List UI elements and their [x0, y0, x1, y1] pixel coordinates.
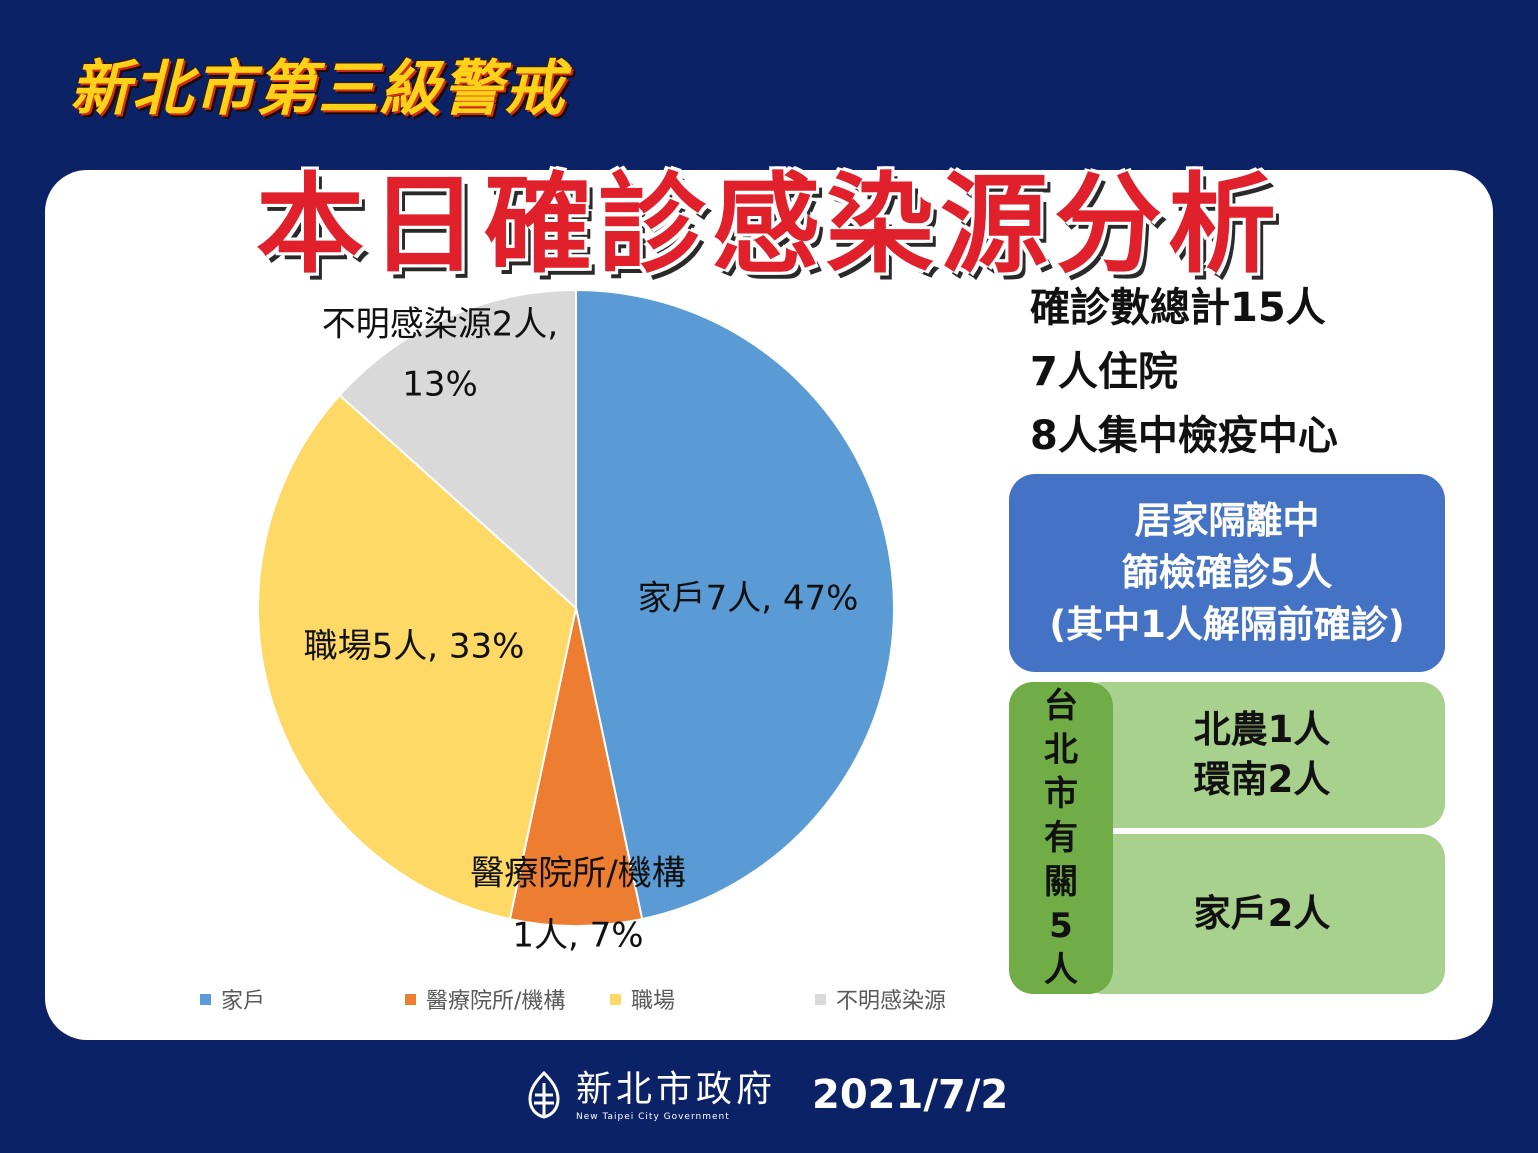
pie-slice-2 — [508, 607, 644, 927]
home-isolation-box: 居家隔離中 篩檢確診5人 (其中1人解隔前確診) — [1009, 474, 1445, 672]
taipei-market-box: 北農1人 環南2人 — [1079, 682, 1445, 828]
side-char: 關 — [1044, 862, 1078, 902]
legend-swatch — [610, 993, 621, 1005]
taipei-side-label: 台 北 市 有 關 5 人 — [1009, 682, 1113, 994]
legend-item: 醫療院所/機構 — [405, 983, 610, 1015]
legend-swatch — [405, 993, 416, 1005]
summary-line-quarantine: 8人集中檢疫中心 — [1030, 413, 1338, 459]
pie-slice-3 — [257, 393, 578, 921]
legend-swatch — [200, 993, 211, 1005]
pie-data-label: 1人, 7% — [512, 916, 643, 956]
legend-swatch — [815, 993, 826, 1005]
home-isolation-line: (其中1人解隔前確診) — [1049, 603, 1405, 646]
pie-data-label: 職場5人, 33% — [304, 627, 525, 667]
taipei-household-line: 家戶2人 — [1193, 892, 1331, 935]
taipei-household-box: 家戶2人 — [1079, 834, 1445, 994]
taipei-market-line: 環南2人 — [1193, 758, 1331, 801]
taipei-market-line: 北農1人 — [1193, 708, 1331, 751]
legend-label: 醫療院所/機構 — [426, 989, 566, 1014]
side-char: 台 — [1044, 686, 1078, 726]
pie-data-label: 家戶7人, 47% — [638, 579, 859, 619]
home-isolation-line: 篩檢確診5人 — [1121, 551, 1333, 594]
pie-data-label: 醫療院所/機構 — [470, 854, 685, 894]
org-name-cn: 新北市政府 — [576, 1069, 777, 1110]
summary-line-total: 確診數總計15人 — [1030, 285, 1326, 331]
legend-label: 家戶 — [221, 989, 266, 1014]
pie-data-label: 不明感染源2人, — [322, 305, 558, 345]
summary-panel: 確診數總計15人 7人住院 8人集中檢疫中心 — [1030, 276, 1338, 468]
page-title: 本日確診感染源分析 — [255, 163, 1282, 288]
city-logo-icon — [528, 1070, 560, 1119]
side-char: 人 — [1044, 950, 1078, 990]
legend-label: 不明感染源 — [836, 989, 947, 1014]
side-char: 市 — [1044, 774, 1078, 814]
chart-legend: 家戶 醫療院所/機構 職場 不明感染源 — [200, 983, 1020, 1015]
kicker-title: 新北市第三級警戒 — [70, 54, 566, 124]
side-char: 有 — [1044, 818, 1078, 858]
footer: 新北市政府 New Taipei City Government 2021/7/… — [522, 1068, 1008, 1122]
legend-label: 職場 — [631, 989, 676, 1014]
legend-item: 職場 — [610, 983, 815, 1015]
home-isolation-line: 居家隔離中 — [1134, 499, 1320, 542]
side-char: 5 — [1049, 906, 1073, 946]
taipei-related-group: 北農1人 環南2人 家戶2人 台 北 市 有 關 5 人 — [1009, 682, 1445, 994]
date-label: 2021/7/2 — [812, 1072, 1009, 1118]
pie-data-label: 13% — [402, 365, 478, 405]
pie-slice-1 — [575, 288, 895, 921]
pie-slice-4 — [338, 288, 577, 611]
legend-item: 家戶 — [200, 983, 405, 1015]
side-char: 北 — [1044, 730, 1078, 770]
legend-item: 不明感染源 — [815, 983, 1020, 1015]
summary-line-hospital: 7人住院 — [1030, 349, 1178, 395]
org-name-en: New Taipei City Government — [576, 1112, 730, 1122]
